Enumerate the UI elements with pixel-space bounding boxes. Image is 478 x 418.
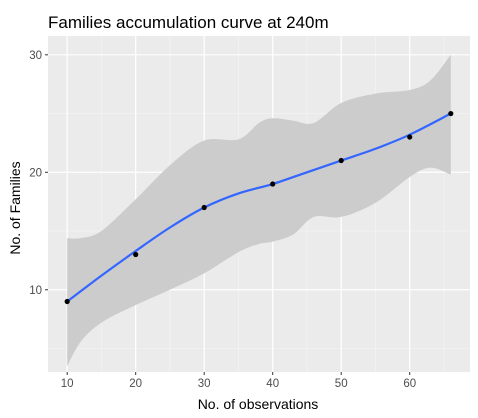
x-tick-label: 50 [335, 378, 348, 390]
data-point [407, 134, 413, 140]
data-point [64, 298, 70, 305]
y-tick-label: 20 [29, 167, 42, 179]
data-point [270, 181, 276, 187]
data-point [201, 204, 207, 211]
x-tick-label: 30 [198, 378, 211, 390]
x-axis-title: No. of observations [198, 396, 319, 412]
y-tick-label: 30 [29, 50, 42, 62]
smooth-trend-line [66, 112, 452, 303]
confidence-band [67, 54, 451, 367]
chart-title: Families accumulation curve at 240m [48, 13, 329, 32]
x-tick-label: 10 [61, 378, 74, 390]
data-point [448, 110, 454, 117]
x-tick-label: 60 [403, 378, 416, 390]
y-tick-labels: 10 20 30 [29, 50, 42, 297]
x-tick-labels: 10 20 30 40 50 60 [61, 378, 416, 390]
y-tick-label: 10 [29, 285, 42, 297]
x-tick-label: 20 [129, 378, 142, 390]
data-points [64, 110, 454, 305]
data-point [133, 251, 139, 258]
data-point [338, 157, 344, 164]
y-axis-title: No. of Families [7, 161, 23, 254]
x-tick-label: 40 [266, 378, 279, 390]
axis-ticks [45, 54, 411, 375]
